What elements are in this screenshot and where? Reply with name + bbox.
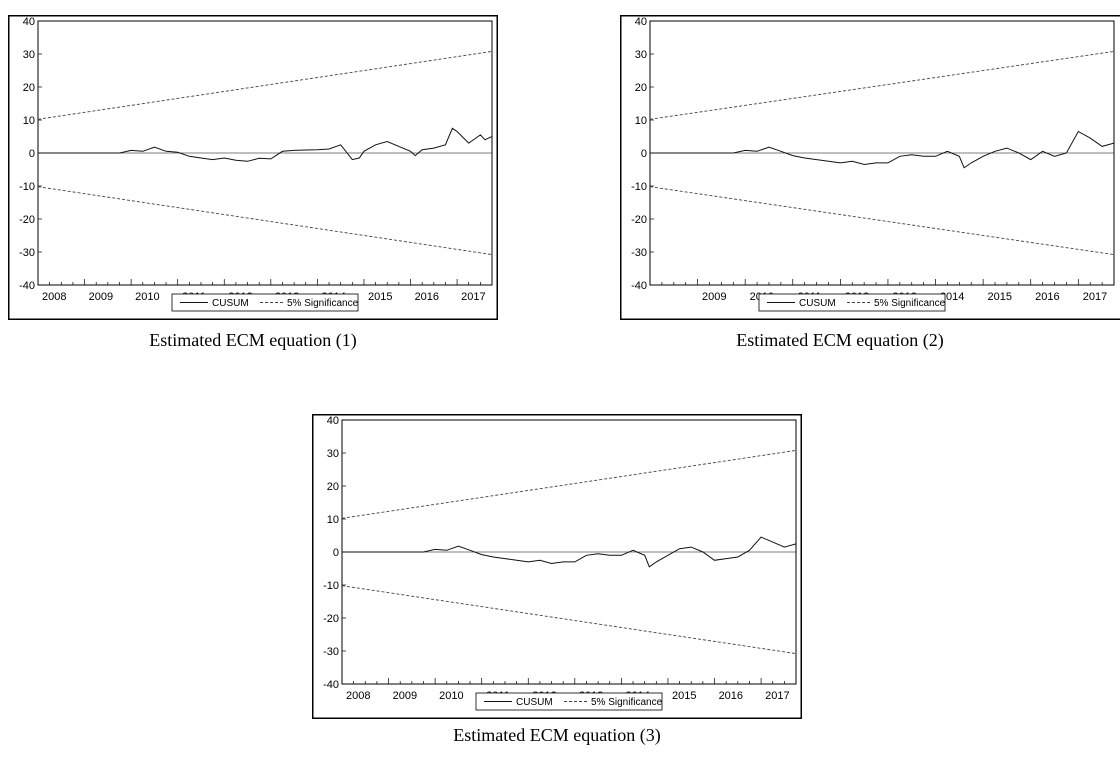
- legend-cusum-label: CUSUM: [799, 298, 836, 309]
- significance-bound-line: [38, 50, 492, 120]
- significance-bound-line: [650, 186, 1114, 256]
- x-tick-label: 2009: [393, 690, 417, 702]
- y-tick-label: -40: [19, 280, 35, 292]
- y-tick-label: -20: [323, 613, 339, 625]
- chart-3-caption: Estimated ECM equation (3): [453, 725, 661, 745]
- y-tick-label: -40: [631, 280, 647, 292]
- cusum-line: [650, 130, 1114, 169]
- y-tick-label: 20: [327, 481, 339, 493]
- significance-bound-line: [650, 50, 1114, 120]
- y-tick-label: -10: [631, 181, 647, 193]
- y-tick-label: -30: [19, 247, 35, 259]
- legend-significance-label: 5% Significance: [874, 298, 946, 309]
- x-tick-label: 2014: [940, 291, 964, 303]
- x-tick-label: 2010: [439, 690, 463, 702]
- y-tick-label: 10: [23, 115, 35, 127]
- cusum-line: [342, 536, 796, 568]
- cusum-chart-3-svg: 403020100-10-20-30-402008200920102011201…: [312, 414, 802, 719]
- x-tick-label: 2017: [1083, 291, 1107, 303]
- y-tick-label: 10: [635, 115, 647, 127]
- y-tick-label: 20: [635, 82, 647, 94]
- x-tick-label: 2015: [988, 291, 1012, 303]
- legend-cusum-label: CUSUM: [516, 697, 553, 708]
- x-tick-label: 2015: [672, 690, 696, 702]
- x-tick-label: 2010: [135, 291, 159, 303]
- x-tick-label: 2016: [415, 291, 439, 303]
- x-tick-label: 2009: [89, 291, 113, 303]
- x-tick-label: 2016: [719, 690, 743, 702]
- y-tick-label: -30: [631, 247, 647, 259]
- legend-significance-label: 5% Significance: [591, 697, 663, 708]
- y-tick-label: 30: [23, 49, 35, 61]
- cusum-chart-3: 403020100-10-20-30-402008200920102011201…: [312, 414, 802, 719]
- chart-2-caption: Estimated ECM equation (2): [736, 330, 944, 350]
- x-tick-label: 2009: [702, 291, 726, 303]
- significance-bound-line: [342, 585, 796, 655]
- y-tick-label: 40: [635, 16, 647, 28]
- y-tick-label: 0: [641, 148, 647, 160]
- y-tick-label: 40: [327, 415, 339, 427]
- x-tick-label: 2017: [765, 690, 789, 702]
- chart-1-caption: Estimated ECM equation (1): [149, 330, 357, 350]
- y-tick-label: -20: [19, 214, 35, 226]
- y-tick-label: -30: [323, 646, 339, 658]
- x-tick-label: 2008: [346, 690, 370, 702]
- significance-bound-line: [342, 449, 796, 519]
- y-tick-label: -40: [323, 679, 339, 691]
- y-tick-label: -20: [631, 214, 647, 226]
- legend-significance-label: 5% Significance: [287, 298, 359, 309]
- y-tick-label: 0: [333, 547, 339, 559]
- y-tick-label: -10: [19, 181, 35, 193]
- x-tick-label: 2017: [461, 291, 485, 303]
- x-tick-label: 2015: [368, 291, 392, 303]
- cusum-line: [38, 127, 492, 162]
- y-tick-label: -10: [323, 580, 339, 592]
- cusum-chart-1-svg: 403020100-10-20-30-402008200920102011201…: [8, 15, 498, 320]
- legend-cusum-label: CUSUM: [212, 298, 249, 309]
- y-tick-label: 30: [327, 448, 339, 460]
- y-tick-label: 20: [23, 82, 35, 94]
- cusum-chart-2: 403020100-10-20-30-402009201020112012201…: [620, 15, 1120, 320]
- cusum-chart-2-svg: 403020100-10-20-30-402009201020112012201…: [620, 15, 1120, 320]
- y-tick-label: 10: [327, 514, 339, 526]
- x-tick-label: 2016: [1035, 291, 1059, 303]
- y-tick-label: 40: [23, 16, 35, 28]
- y-tick-label: 30: [635, 49, 647, 61]
- significance-bound-line: [38, 186, 492, 256]
- x-tick-label: 2008: [42, 291, 66, 303]
- cusum-chart-1: 403020100-10-20-30-402008200920102011201…: [8, 15, 498, 320]
- y-tick-label: 0: [29, 148, 35, 160]
